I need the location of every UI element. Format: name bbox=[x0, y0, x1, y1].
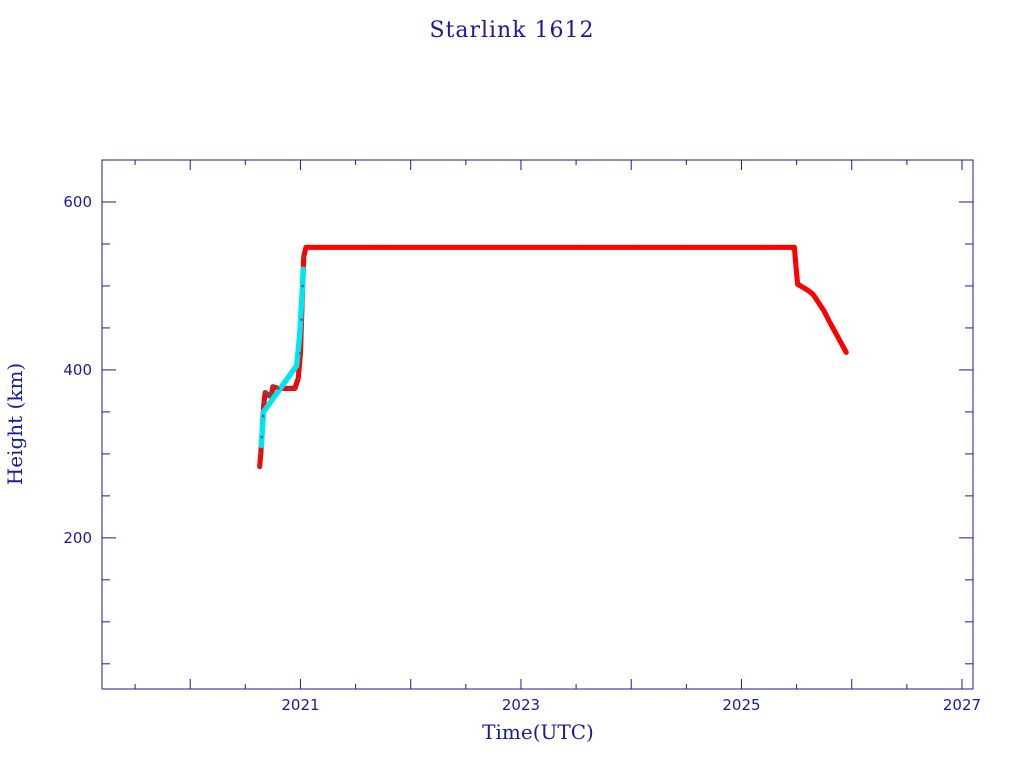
plot-frame bbox=[101, 159, 974, 690]
marker-accent bbox=[261, 414, 265, 418]
y-tick-label: 200 bbox=[63, 529, 92, 547]
marker-accent bbox=[262, 400, 266, 404]
x-tick-label: 2023 bbox=[502, 696, 540, 714]
marker-accent bbox=[260, 435, 264, 439]
marker-accent bbox=[271, 385, 275, 389]
marker-accent bbox=[299, 351, 302, 355]
marker-accent bbox=[259, 452, 263, 456]
chart-title: Starlink 1612 bbox=[429, 18, 594, 43]
marker-accent bbox=[266, 392, 269, 396]
series-2-point bbox=[300, 266, 307, 272]
marker-accent bbox=[300, 318, 303, 321]
marker-accent bbox=[288, 387, 291, 390]
marker-accent bbox=[263, 391, 267, 394]
x-tick-label: 2025 bbox=[722, 696, 760, 714]
tick-label-layer: 2021 2023 2025 2027 200 400 600 bbox=[63, 193, 981, 714]
y-tick-label: 600 bbox=[63, 193, 92, 211]
marker-accent bbox=[301, 284, 304, 288]
y-axis-label: Height (km) bbox=[3, 363, 27, 485]
series-layer bbox=[257, 244, 849, 470]
x-axis-label: Time(UTC) bbox=[482, 720, 594, 744]
marker-accent bbox=[268, 394, 271, 398]
marker-accent bbox=[270, 392, 274, 395]
tick-layer bbox=[102, 159, 973, 689]
marker-accent bbox=[258, 465, 261, 468]
x-tick-label: 2021 bbox=[281, 696, 319, 714]
y-tick-label: 400 bbox=[63, 361, 92, 379]
marker-accent bbox=[296, 377, 300, 380]
marker-accent bbox=[293, 387, 297, 390]
series-1-point bbox=[843, 349, 849, 355]
marker-accent bbox=[277, 387, 280, 390]
x-tick-label: 2027 bbox=[943, 696, 981, 714]
marker-accent bbox=[302, 255, 306, 258]
